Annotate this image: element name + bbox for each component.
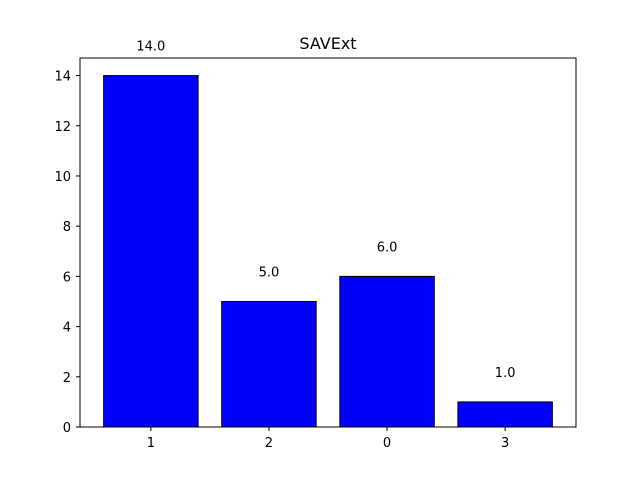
value-label-3: 1.0 bbox=[495, 366, 516, 381]
y-tick-label-4: 4 bbox=[63, 321, 71, 336]
y-tick-label-10: 10 bbox=[54, 170, 71, 185]
value-labels-layer: 14.0 5.0 6.0 1.0 bbox=[136, 40, 515, 381]
value-label-2: 5.0 bbox=[259, 265, 280, 280]
value-label-0: 6.0 bbox=[377, 240, 398, 255]
y-tick-label-2: 2 bbox=[63, 371, 71, 386]
x-tick-label-0: 0 bbox=[383, 436, 391, 451]
value-label-1: 14.0 bbox=[136, 40, 165, 55]
y-tick-label-8: 8 bbox=[63, 220, 71, 235]
y-axis: 0 2 4 6 8 10 12 14 bbox=[54, 70, 80, 436]
chart-title: SAVExt bbox=[299, 34, 356, 53]
bars-layer bbox=[103, 75, 553, 428]
bar-2 bbox=[221, 300, 317, 428]
y-tick-label-14: 14 bbox=[54, 70, 71, 85]
bar-0 bbox=[339, 275, 435, 428]
y-tick-label-0: 0 bbox=[63, 421, 71, 436]
x-tick-label-2: 2 bbox=[265, 436, 273, 451]
y-tick-label-6: 6 bbox=[63, 270, 71, 285]
x-axis: 1 2 0 3 bbox=[147, 427, 509, 451]
plot-frame bbox=[79, 57, 577, 428]
y-tick-label-12: 12 bbox=[54, 120, 71, 135]
x-tick-label-1: 1 bbox=[147, 436, 155, 451]
bar-3 bbox=[457, 401, 553, 428]
bar-1 bbox=[103, 75, 199, 428]
x-tick-label-3: 3 bbox=[501, 436, 509, 451]
